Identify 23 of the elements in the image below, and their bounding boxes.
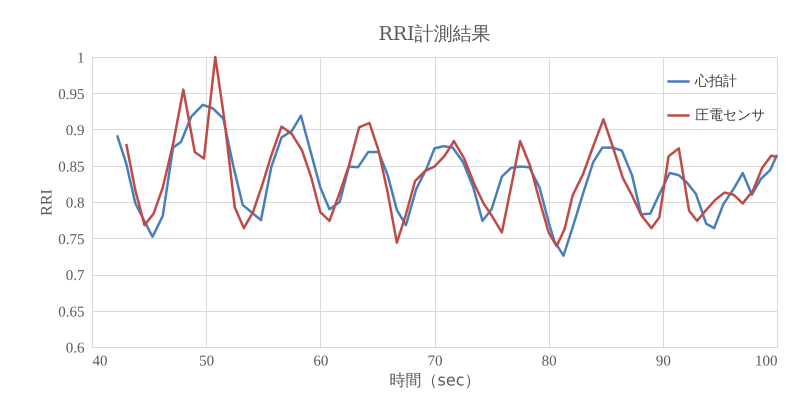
y-tick-label: 0.7	[66, 268, 85, 284]
x-axis-title: 時間（sec）	[390, 370, 480, 390]
x-tick-label: 60	[313, 354, 328, 370]
line-series	[116, 104, 778, 257]
x-tick-label: 40	[92, 354, 108, 370]
legend-label: 心拍計	[694, 74, 737, 90]
line-series	[125, 56, 778, 248]
y-tick-label: 0.75	[58, 232, 84, 248]
x-tick-label: 100	[755, 354, 778, 370]
y-axis-title: RRI	[38, 189, 56, 216]
x-tick-label: 80	[542, 354, 557, 370]
y-tick-label: 1	[77, 50, 84, 66]
y-tick-label: 0.65	[58, 304, 84, 320]
legend-label: 圧電センサ	[695, 108, 765, 124]
y-tick-label: 0.9	[66, 123, 84, 139]
y-tick-label: 0.8	[66, 196, 84, 212]
y-tick-label: 0.95	[58, 86, 84, 103]
y-tick-label: 0.6	[66, 340, 85, 356]
x-tick-label: 90	[656, 354, 671, 370]
y-tick-label: 0.85	[58, 159, 84, 176]
x-tick-label: 70	[428, 354, 442, 370]
x-tick-label: 50	[199, 354, 214, 370]
chart-title: RRI計測結果	[378, 23, 491, 45]
